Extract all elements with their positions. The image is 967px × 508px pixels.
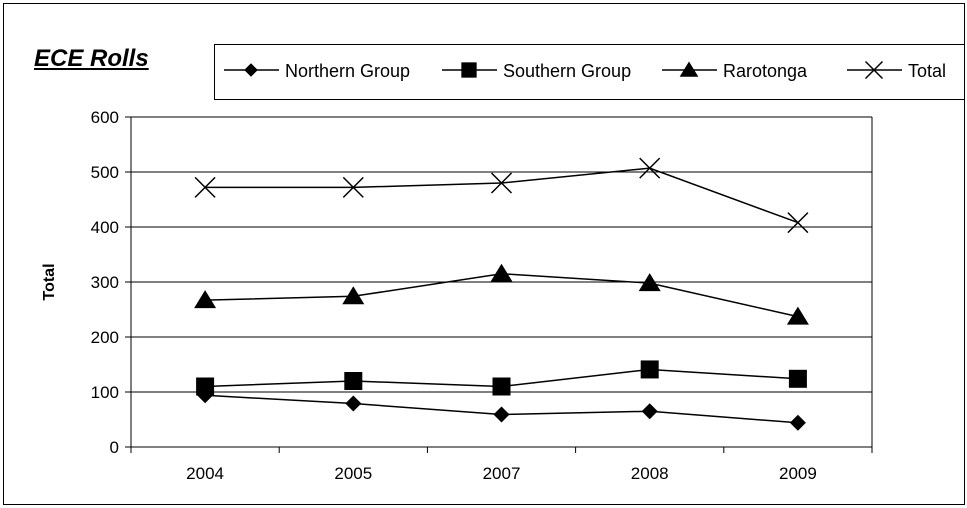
y-tick-label: 200 <box>91 328 119 347</box>
point-rarotonga <box>786 306 809 325</box>
point-rarotonga <box>342 286 365 305</box>
point-northern-group <box>641 403 658 420</box>
point-northern-group <box>345 395 362 412</box>
legend-marker-northern-group <box>244 63 258 77</box>
point-northern-group <box>493 406 510 423</box>
legend-label-total: Total <box>908 61 946 81</box>
y-tick-label: 500 <box>91 163 119 182</box>
legend-label-northern-group: Northern Group <box>285 61 410 81</box>
x-tick-label: 2005 <box>334 464 372 483</box>
point-total <box>490 172 513 194</box>
y-tick-label: 300 <box>91 273 119 292</box>
point-total <box>194 176 216 198</box>
point-southern-group <box>640 360 659 379</box>
x-tick-label: 2008 <box>631 464 669 483</box>
legend <box>214 44 964 100</box>
legend-marker-total <box>864 60 884 80</box>
point-southern-group <box>344 372 363 390</box>
chart-svg: 0 100 200 300 400 500 600 2004 2005 2007 2008 2009 T… <box>41 60 946 483</box>
y-axis-label: Total <box>41 263 58 300</box>
x-tick-label: 2007 <box>483 464 521 483</box>
point-southern-group <box>492 377 511 396</box>
point-total <box>342 176 364 198</box>
point-northern-group <box>789 414 806 431</box>
point-total <box>639 157 661 179</box>
point-total <box>787 212 809 234</box>
series-line-total <box>205 167 799 224</box>
chart-frame: ECE Rolls 0 100 200 300 400 500 600 2004 2005 200… <box>3 3 965 505</box>
legend-marker-southern-group <box>461 62 477 78</box>
legend-label-southern-group: Southern Group <box>503 61 631 81</box>
point-rarotonga <box>194 290 217 309</box>
chart-title: ECE Rolls <box>34 45 149 72</box>
y-tick-label: 0 <box>110 438 119 457</box>
x-tick-label: 2009 <box>779 464 817 483</box>
point-southern-group <box>788 369 807 388</box>
point-rarotonga <box>638 273 661 292</box>
y-tick-label: 400 <box>91 218 119 237</box>
point-southern-group <box>196 377 215 396</box>
legend-label-rarotonga: Rarotonga <box>723 61 808 81</box>
legend-marker-rarotonga <box>679 61 699 77</box>
point-rarotonga <box>490 263 513 282</box>
y-tick-label: 600 <box>91 108 119 127</box>
y-tick-label: 100 <box>91 383 119 402</box>
x-tick-label: 2004 <box>186 464 224 483</box>
